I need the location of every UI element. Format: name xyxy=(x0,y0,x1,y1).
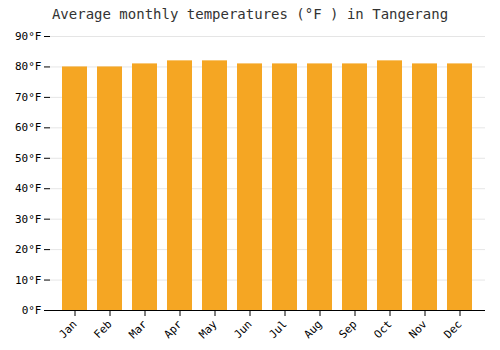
svg-text:90°F: 90°F xyxy=(15,30,42,43)
svg-text:Jul: Jul xyxy=(266,318,289,341)
svg-text:10°F: 10°F xyxy=(15,274,42,287)
svg-text:Apr: Apr xyxy=(161,317,185,341)
svg-text:60°F: 60°F xyxy=(15,121,42,134)
svg-text:Aug: Aug xyxy=(301,318,324,341)
svg-text:Jan: Jan xyxy=(56,318,79,341)
svg-text:0°F: 0°F xyxy=(22,304,42,317)
svg-text:Oct: Oct xyxy=(371,318,394,341)
svg-text:50°F: 50°F xyxy=(15,152,42,165)
svg-text:80°F: 80°F xyxy=(15,60,42,73)
svg-text:30°F: 30°F xyxy=(15,213,42,226)
svg-text:70°F: 70°F xyxy=(15,91,42,104)
svg-text:Mar: Mar xyxy=(126,317,150,341)
svg-text:40°F: 40°F xyxy=(15,182,42,195)
svg-text:20°F: 20°F xyxy=(15,243,42,256)
svg-text:Nov: Nov xyxy=(406,317,430,341)
svg-text:Dec: Dec xyxy=(441,318,464,341)
svg-text:Jun: Jun xyxy=(231,318,254,341)
svg-text:Sep: Sep xyxy=(336,318,359,341)
svg-text:May: May xyxy=(196,317,220,341)
html-text:Average monthly temperatures (: Average monthly temperatures (°F ) in Ta… xyxy=(51,6,449,22)
svg-text:Feb: Feb xyxy=(91,318,114,341)
